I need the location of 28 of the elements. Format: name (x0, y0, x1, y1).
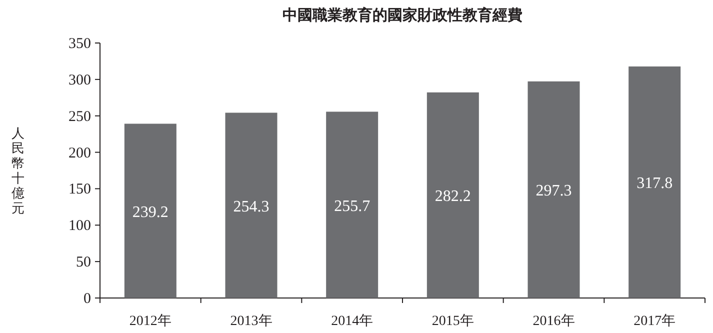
bar (426, 92, 479, 298)
y-axis-title: 人民幣十億元 (12, 126, 24, 216)
x-tick-label: 2012年 (129, 313, 172, 329)
y-tick-label: 300 (68, 72, 91, 88)
bar (326, 112, 378, 298)
x-tick-label: 2015年 (432, 313, 474, 329)
data-label: 239.2 (132, 204, 168, 221)
x-tick-label: 2016年 (532, 313, 575, 329)
y-tick-label: 350 (68, 36, 91, 52)
y-tick-label: 0 (84, 291, 91, 307)
y-tick-label: 150 (68, 182, 91, 198)
x-tick-label: 2013年 (230, 313, 272, 329)
bar (628, 66, 681, 298)
data-label: 255.7 (334, 198, 370, 215)
y-tick-label: 50 (76, 254, 91, 271)
x-tick-label: 2014年 (331, 313, 374, 329)
data-label: 282.2 (434, 188, 471, 206)
bar (124, 124, 176, 298)
y-tick-label: 200 (68, 145, 91, 162)
y-tick-label: 250 (68, 108, 91, 125)
y-tick-label: 100 (68, 218, 91, 234)
chart-title: 中國職業教育的國家財政性教育經費 (282, 6, 522, 24)
bar (225, 112, 278, 298)
x-tick-label: 2017年 (634, 313, 676, 329)
data-label: 254.3 (233, 198, 270, 216)
data-label: 317.8 (636, 175, 673, 192)
bar (528, 81, 580, 298)
data-label: 297.3 (536, 182, 572, 200)
